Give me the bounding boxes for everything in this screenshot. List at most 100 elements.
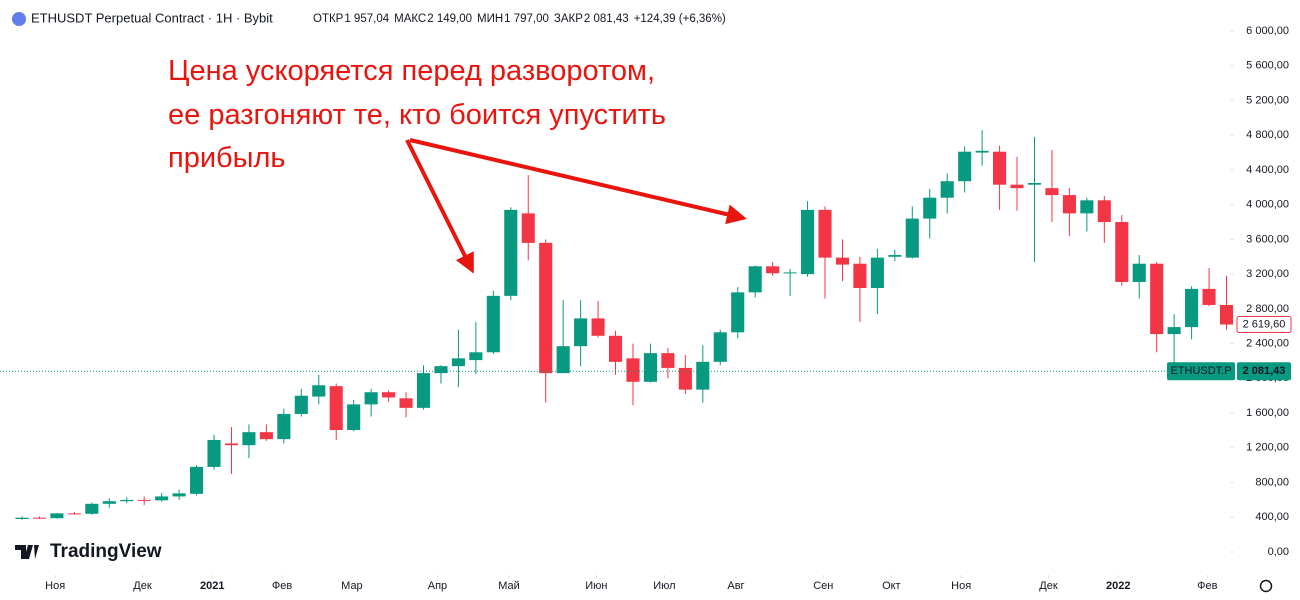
y-tick-label: 4 000,00	[1246, 199, 1289, 211]
candle-body	[748, 266, 762, 293]
y-tick-label: 2 800,00	[1246, 303, 1289, 315]
candle-body	[120, 499, 134, 502]
y-tick-label: 0,00	[1268, 546, 1289, 558]
candle-body	[661, 353, 675, 368]
price-line-label: 2 081,43	[1243, 365, 1286, 377]
candle-body	[1097, 200, 1111, 223]
x-tick-label: Апр	[428, 580, 447, 592]
candle-body	[853, 263, 867, 289]
candle-body	[539, 242, 553, 374]
chart-title: ETHUSDT Perpetual Contract · 1Н · Bybit	[31, 10, 273, 25]
x-tick-label: 2021	[200, 580, 224, 592]
candle-body	[67, 513, 81, 515]
candle-body	[731, 292, 745, 333]
ohlc-high-label: МАКС	[394, 13, 426, 25]
x-tick-label: Июл	[653, 580, 675, 592]
y-tick-label: 4 400,00	[1246, 164, 1289, 176]
candle-body	[259, 432, 273, 440]
y-tick-label: 4 800,00	[1246, 129, 1289, 141]
y-tick-label: 5 600,00	[1246, 60, 1289, 72]
candle-body	[556, 346, 570, 374]
candle-body	[626, 358, 640, 382]
candle-body	[975, 150, 989, 153]
y-tick-label: 2 400,00	[1246, 338, 1289, 350]
candle-body	[574, 318, 588, 347]
x-tick-label: Июн	[585, 580, 607, 592]
price-line-label-box	[1237, 362, 1291, 381]
candle-body	[32, 517, 46, 519]
y-tick-label: 3 600,00	[1246, 233, 1289, 245]
candle-body	[50, 513, 64, 519]
arrow	[409, 138, 747, 225]
candle-body	[608, 335, 623, 362]
candle-body	[207, 439, 221, 467]
candle-body	[818, 209, 832, 258]
last-price-box	[1236, 316, 1292, 334]
candle-body	[1115, 222, 1129, 282]
x-tick-label: Дек	[133, 580, 152, 592]
candle-body	[190, 466, 204, 494]
x-tick-label: Ноя	[951, 580, 971, 592]
symbol-icon	[12, 12, 26, 26]
candle-body	[242, 432, 256, 446]
annotation: Цена ускоряется перед разворотом,	[168, 55, 655, 87]
x-tick-label: Фев	[1197, 580, 1217, 592]
x-tick-label: 2022	[1106, 580, 1130, 592]
price-line-name-box	[1167, 362, 1235, 381]
candle-body	[678, 367, 692, 390]
ohlc-open: 1 957,04	[344, 13, 389, 25]
candle-body	[993, 151, 1007, 185]
candle-body	[382, 392, 396, 398]
candle-body	[713, 332, 727, 362]
candle-body	[1080, 200, 1094, 214]
candle-body	[1167, 327, 1181, 335]
y-tick-label: 3 200,00	[1246, 268, 1289, 280]
candle-body	[312, 385, 326, 397]
plot-area	[0, 30, 1234, 578]
candle-body	[835, 257, 850, 265]
candle-body	[1045, 188, 1059, 196]
candle-body	[1062, 195, 1076, 214]
ohlc-open-label: ОТКР	[313, 13, 344, 25]
candle-body	[801, 209, 815, 275]
candle-body	[766, 266, 780, 274]
candle-body	[85, 503, 99, 514]
candle-body	[172, 493, 186, 497]
price-line-name: ETHUSDT.P	[1170, 365, 1231, 377]
candle-body	[1027, 182, 1042, 185]
candle-body	[224, 443, 239, 446]
ohlc-low: 1 797,00	[504, 13, 549, 25]
x-tick-label: Сен	[813, 580, 833, 592]
candle-body	[1219, 304, 1234, 325]
candle-body	[1010, 184, 1024, 189]
candle-body	[504, 209, 518, 296]
x-tick-label: Мар	[341, 580, 363, 592]
candle-body	[434, 366, 448, 374]
ohlc-header: ОТКР 1 957,04 МАКС 2 149,00 МИН 1 797,00 ЗАКР 2…	[313, 13, 726, 25]
settings-icon[interactable]	[1259, 579, 1273, 593]
candle-body	[486, 295, 500, 353]
candle-body	[277, 413, 291, 440]
last-price-label: 2 619,60	[1243, 318, 1286, 330]
candle-body	[469, 352, 483, 361]
x-tick-label: Авг	[727, 580, 744, 592]
candle-body	[155, 496, 169, 501]
candle-body	[905, 218, 919, 258]
x-tick-label: Окт	[882, 580, 901, 592]
candle-body	[1185, 288, 1199, 328]
x-tick-label: Ноя	[45, 580, 65, 592]
candle-body	[347, 404, 361, 430]
logo: TradingView	[15, 541, 162, 562]
candle-body	[364, 392, 378, 405]
annotation: ее разгоняют те, кто боится упустить	[168, 99, 666, 131]
y-tick-label: 1 200,00	[1246, 442, 1289, 454]
y-tick-label: 6 000,00	[1246, 25, 1289, 37]
y-tick-label: 800,00	[1255, 476, 1289, 488]
candle-body	[696, 361, 710, 390]
annotation: прибыль	[168, 142, 286, 174]
candle-body	[783, 272, 797, 274]
ohlc-low-label: МИН	[477, 13, 503, 25]
y-tick-label: 400,00	[1255, 511, 1289, 523]
candle-body	[591, 318, 605, 336]
